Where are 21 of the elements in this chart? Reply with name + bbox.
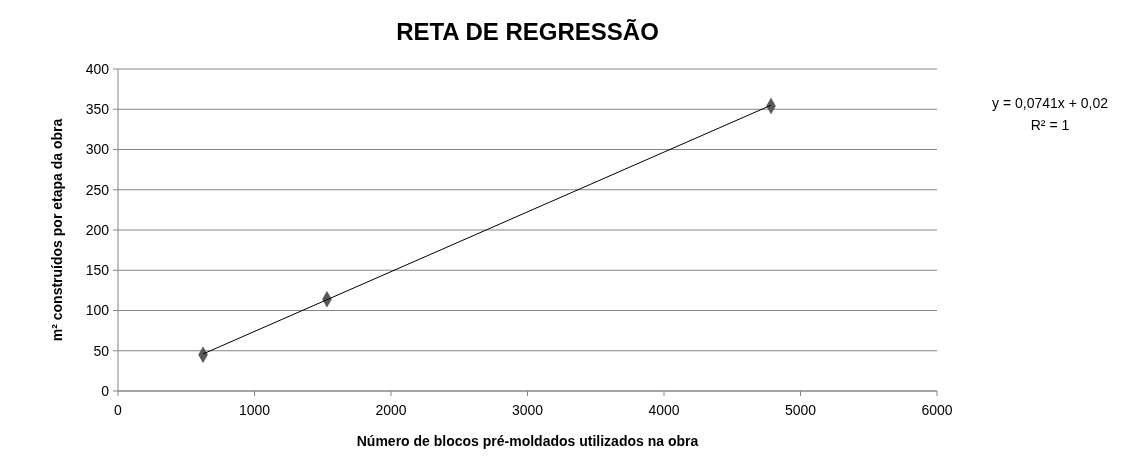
y-tick-label: 250	[85, 181, 110, 198]
x-tick-label: 6000	[921, 402, 953, 418]
x-tick-label: 1000	[238, 402, 271, 418]
y-tick-label: 300	[85, 141, 110, 158]
y-tick-label: 200	[85, 221, 110, 238]
text: y = 0,0741x + 0,02	[992, 95, 1109, 111]
text: R² = 1	[1030, 117, 1070, 133]
y-tick-label: 150	[85, 262, 110, 279]
chart-title: RETA DE REGRESSÃO	[396, 18, 659, 45]
y-tick-label: 0	[101, 382, 110, 399]
y-tick-label: 400	[85, 60, 110, 77]
y-axis-title: m² construídos por etapa da obra	[49, 118, 65, 342]
y-tick-label: 50	[93, 342, 110, 359]
y-tick-label: 100	[85, 302, 110, 319]
x-tick-label: 3000	[511, 402, 544, 418]
x-tick-label: 4000	[648, 402, 680, 418]
x-tick-label: 0	[114, 402, 123, 418]
y-tick-label: 350	[85, 101, 110, 118]
x-axis-title: Número de blocos pré-moldados utilizados na obra	[356, 433, 699, 449]
x-tick-label: 2000	[375, 402, 407, 418]
x-tick-label: 5000	[784, 402, 817, 418]
